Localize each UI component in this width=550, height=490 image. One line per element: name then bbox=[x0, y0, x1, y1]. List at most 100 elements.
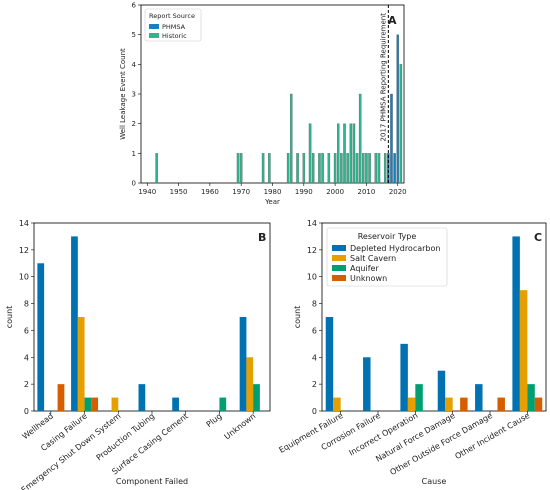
bar-depleted bbox=[172, 397, 179, 411]
y-tick-label: 1 bbox=[132, 150, 136, 158]
x-tick-label: 1940 bbox=[138, 188, 156, 196]
bar-historic bbox=[352, 123, 356, 184]
bar-historic bbox=[311, 153, 315, 184]
bar-historic bbox=[327, 153, 331, 184]
legend-swatch bbox=[149, 24, 159, 29]
bar-historic bbox=[296, 153, 299, 184]
bar-historic bbox=[368, 153, 371, 184]
bar-depleted bbox=[138, 384, 146, 411]
bar-aquifer bbox=[415, 384, 423, 411]
legend-label: Historic bbox=[162, 32, 187, 40]
panel-letter: A bbox=[388, 14, 397, 27]
y-tick-label: 2 bbox=[24, 380, 29, 389]
bar-historic bbox=[365, 153, 368, 184]
y-tick-label: 2 bbox=[132, 120, 136, 128]
y-axis-label: count bbox=[5, 306, 14, 329]
bar-historic bbox=[336, 123, 340, 184]
panel-letter: B bbox=[258, 231, 266, 244]
bar-unknown bbox=[534, 397, 543, 411]
bar-historic bbox=[261, 153, 265, 184]
bar-historic bbox=[302, 153, 306, 184]
bar-salt bbox=[333, 397, 341, 411]
y-tick-label: 3 bbox=[132, 91, 136, 99]
x-axis-label: Component Failed bbox=[116, 477, 188, 486]
y-tick-label: 6 bbox=[132, 2, 137, 10]
bar-historic bbox=[308, 123, 312, 184]
bar-phmsa bbox=[396, 34, 399, 184]
bar-aquifer bbox=[253, 384, 260, 411]
bar-depleted bbox=[512, 236, 520, 411]
legend-label: Salt Cavern bbox=[350, 254, 396, 263]
x-tick-label: 1980 bbox=[264, 188, 282, 196]
bar-unknown bbox=[497, 397, 505, 411]
y-tick-label: 12 bbox=[19, 246, 29, 255]
y-tick-label: 6 bbox=[312, 326, 317, 335]
bar-historic bbox=[268, 153, 271, 184]
y-tick-label: 14 bbox=[307, 219, 317, 228]
y-tick-label: 8 bbox=[24, 300, 29, 309]
y-tick-label: 8 bbox=[312, 300, 317, 309]
legend-swatch bbox=[149, 33, 159, 38]
bar-historic bbox=[340, 153, 343, 184]
bar-unknown bbox=[57, 384, 65, 411]
legend-label: PHMSA bbox=[162, 23, 186, 31]
bar-depleted bbox=[475, 384, 483, 411]
bar-historic bbox=[155, 153, 158, 184]
bar-historic bbox=[343, 123, 346, 184]
x-tick-label: 1950 bbox=[170, 188, 188, 196]
y-tick-label: 4 bbox=[132, 61, 137, 69]
legend-label: Depleted Hydrocarbon bbox=[350, 244, 440, 253]
legend-title: Reservoir Type bbox=[358, 232, 417, 241]
bar-salt bbox=[77, 317, 85, 411]
bar-historic bbox=[377, 153, 381, 184]
y-tick-label: 14 bbox=[19, 219, 29, 228]
plot-frame bbox=[321, 222, 547, 412]
bar-historic bbox=[362, 153, 365, 184]
x-tick-label: 2010 bbox=[358, 188, 376, 196]
legend-swatch bbox=[332, 265, 346, 271]
bar-salt bbox=[407, 397, 416, 411]
bar-phmsa bbox=[390, 93, 393, 184]
x-tick-label: Unknown bbox=[223, 411, 258, 441]
legend-box bbox=[326, 227, 448, 287]
x-tick-label: Plug bbox=[205, 411, 224, 429]
bar-historic bbox=[355, 153, 359, 184]
legend-title: Report Source bbox=[149, 12, 195, 20]
x-axis-label: Cause bbox=[422, 477, 447, 486]
bar-aquifer bbox=[527, 384, 535, 411]
bar-unknown bbox=[91, 397, 99, 411]
legend-swatch bbox=[332, 255, 346, 261]
bar-salt bbox=[519, 290, 528, 411]
legend-swatch bbox=[332, 245, 346, 251]
x-tick-label: 1970 bbox=[232, 188, 250, 196]
bar-salt bbox=[246, 357, 254, 411]
legend-label: Aquifer bbox=[350, 264, 379, 273]
bar-depleted bbox=[37, 263, 45, 411]
bar-aquifer bbox=[84, 397, 92, 411]
x-tick-label: 2000 bbox=[326, 188, 344, 196]
y-axis-label: count bbox=[293, 306, 302, 329]
y-tick-label: 4 bbox=[24, 353, 29, 362]
x-tick-label: 2020 bbox=[389, 188, 407, 196]
x-tick-label: 1960 bbox=[201, 188, 219, 196]
bar-depleted bbox=[325, 317, 334, 411]
x-axis-label: Year bbox=[264, 198, 280, 206]
y-axis-label: Well Leakage Event Count bbox=[119, 48, 127, 140]
bar-phmsa bbox=[393, 153, 396, 184]
bar-historic bbox=[321, 153, 324, 184]
bar-aquifer bbox=[219, 397, 227, 411]
plot-frame bbox=[33, 222, 271, 412]
bar-historic bbox=[239, 153, 243, 184]
y-tick-label: 10 bbox=[307, 273, 317, 282]
annotation-label: 2017 PHMSA Reporting Requirement bbox=[379, 13, 387, 142]
bar-salt bbox=[111, 397, 119, 411]
bar-depleted bbox=[437, 370, 446, 411]
x-tick-label: Production Tubing bbox=[95, 411, 157, 462]
bar-depleted bbox=[71, 236, 78, 411]
x-tick-label: Equipment Failure bbox=[278, 411, 345, 455]
bar-historic bbox=[349, 123, 353, 184]
bar-unknown bbox=[460, 397, 468, 411]
